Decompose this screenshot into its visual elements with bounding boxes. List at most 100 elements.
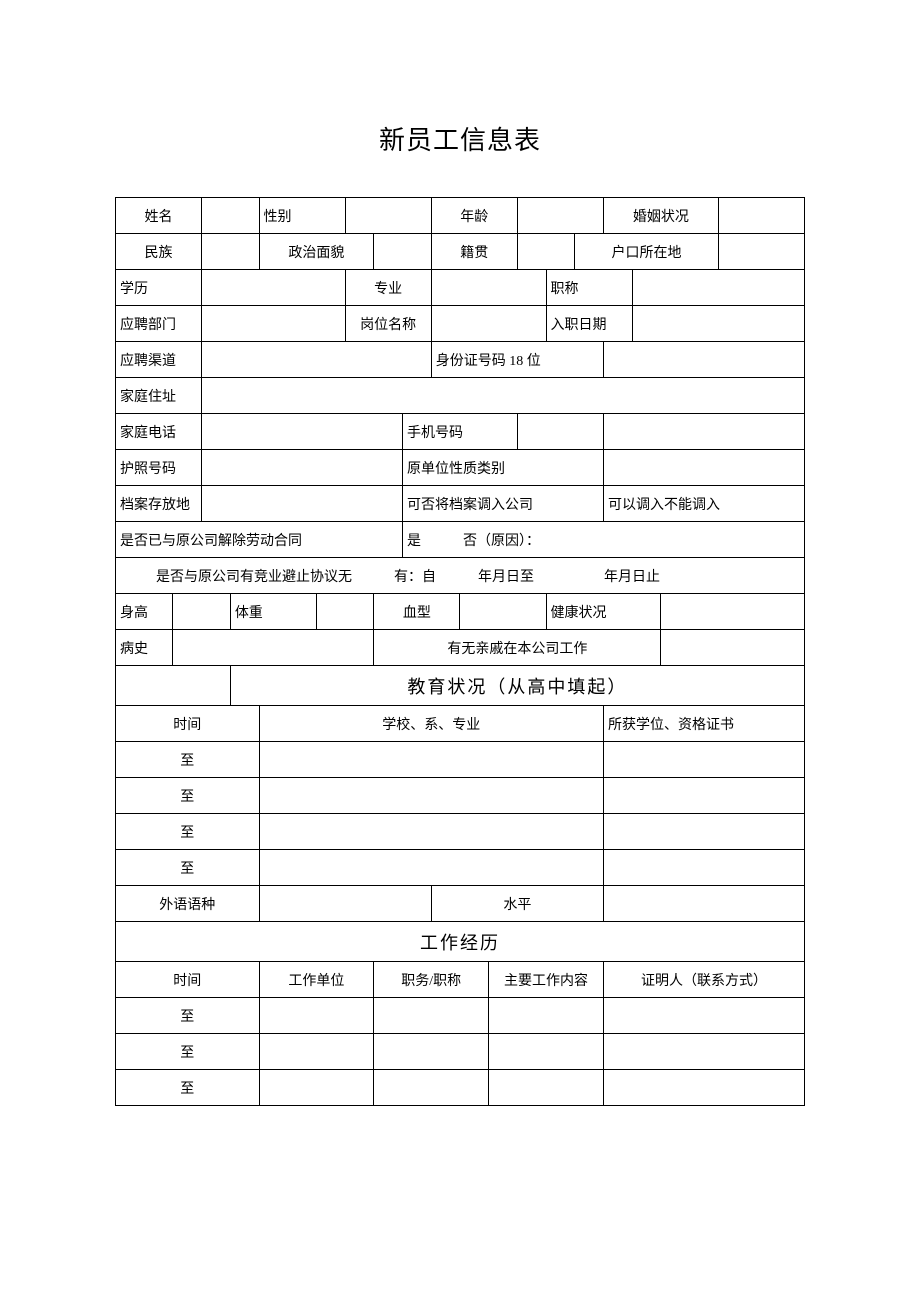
work-row1-time: 至: [116, 998, 260, 1034]
label-address: 家庭住址: [116, 378, 202, 414]
value-jobtitle: [632, 270, 804, 306]
value-name: [202, 198, 259, 234]
edu-header-time: 时间: [116, 706, 260, 742]
edu-row3-time: 至: [116, 814, 260, 850]
work-row3-time: 至: [116, 1070, 260, 1106]
value-foreignlang: [259, 886, 431, 922]
edu-row3-school: [259, 814, 603, 850]
work-row2-unit: [259, 1034, 374, 1070]
value-relatives: [661, 630, 805, 666]
label-marital: 婚姻状况: [603, 198, 718, 234]
label-foreignlang: 外语语种: [116, 886, 260, 922]
label-gender: 性别: [259, 198, 345, 234]
label-noncompete: 是否与原公司有竞业避止协议无 有：自 年月日至 年月日止: [116, 558, 805, 594]
label-archiveloc: 档案存放地: [116, 486, 202, 522]
value-marital: [718, 198, 804, 234]
value-prevunit: [603, 450, 804, 486]
label-startdate: 入职日期: [546, 306, 632, 342]
work-row1-unit: [259, 998, 374, 1034]
label-archiveoptions: 可以调入不能调入: [603, 486, 804, 522]
work-header-time: 时间: [116, 962, 260, 998]
edu-header-school: 学校、系、专业: [259, 706, 603, 742]
label-weight: 体重: [230, 594, 316, 630]
edu-row4-time: 至: [116, 850, 260, 886]
label-history: 病史: [116, 630, 173, 666]
value-history: [173, 630, 374, 666]
label-jobtitle: 职称: [546, 270, 632, 306]
value-origin: [517, 234, 574, 270]
label-hukou: 户口所在地: [575, 234, 719, 270]
value-ethnicity: [202, 234, 259, 270]
label-passport: 护照号码: [116, 450, 202, 486]
work-row2-time: 至: [116, 1034, 260, 1070]
label-ethnicity: 民族: [116, 234, 202, 270]
value-channel: [202, 342, 432, 378]
value-mobile2: [603, 414, 804, 450]
label-origin: 籍贯: [431, 234, 517, 270]
label-name: 姓名: [116, 198, 202, 234]
value-education: [202, 270, 346, 306]
edu-section-spacer: [116, 666, 231, 706]
work-row1-content: [489, 998, 604, 1034]
edu-row1-school: [259, 742, 603, 778]
edu-row1-time: 至: [116, 742, 260, 778]
label-idnumber: 身份证号码 18 位: [431, 342, 603, 378]
work-row2-witness: [603, 1034, 804, 1070]
edu-row2-time: 至: [116, 778, 260, 814]
edu-row4-school: [259, 850, 603, 886]
work-row2-role: [374, 1034, 489, 1070]
label-contractterm: 是否已与原公司解除劳动合同: [116, 522, 403, 558]
employee-info-table: 姓名 性别 年龄 婚姻状况 民族 政治面貌 籍贯 户口所在地 学历 专业 职称 …: [115, 197, 805, 1106]
label-contractyesno: 是 否（原因）：: [403, 522, 805, 558]
value-archiveloc: [202, 486, 403, 522]
value-age: [517, 198, 603, 234]
label-age: 年龄: [431, 198, 517, 234]
label-dept: 应聘部门: [116, 306, 202, 342]
label-relatives: 有无亲戚在本公司工作: [374, 630, 661, 666]
work-header-witness: 证明人（联系方式）: [603, 962, 804, 998]
edu-row2-degree: [603, 778, 804, 814]
label-channel: 应聘渠道: [116, 342, 202, 378]
page-title: 新员工信息表: [115, 120, 805, 157]
label-prevunit: 原单位性质类别: [403, 450, 604, 486]
work-header-role: 职务/职称: [374, 962, 489, 998]
work-row3-content: [489, 1070, 604, 1106]
edu-row2-school: [259, 778, 603, 814]
value-height: [173, 594, 230, 630]
value-homephone: [202, 414, 403, 450]
work-header-unit: 工作单位: [259, 962, 374, 998]
label-political: 政治面貌: [259, 234, 374, 270]
work-row1-witness: [603, 998, 804, 1034]
label-mobile: 手机号码: [403, 414, 518, 450]
value-level: [603, 886, 804, 922]
label-archivetransfer: 可否将档案调入公司: [403, 486, 604, 522]
work-row2-content: [489, 1034, 604, 1070]
label-homephone: 家庭电话: [116, 414, 202, 450]
work-row3-witness: [603, 1070, 804, 1106]
label-education: 学历: [116, 270, 202, 306]
value-passport: [202, 450, 403, 486]
label-level: 水平: [431, 886, 603, 922]
edu-section-header: 教育状况（从高中填起）: [230, 666, 804, 706]
value-weight: [316, 594, 373, 630]
edu-row4-degree: [603, 850, 804, 886]
value-idnumber: [603, 342, 804, 378]
value-address: [202, 378, 805, 414]
value-startdate: [632, 306, 804, 342]
label-major: 专业: [345, 270, 431, 306]
label-position: 岗位名称: [345, 306, 431, 342]
edu-row1-degree: [603, 742, 804, 778]
value-blood: [460, 594, 546, 630]
value-dept: [202, 306, 346, 342]
work-row1-role: [374, 998, 489, 1034]
edu-header-degree: 所获学位、资格证书: [603, 706, 804, 742]
work-header-content: 主要工作内容: [489, 962, 604, 998]
value-position: [431, 306, 546, 342]
work-row3-unit: [259, 1070, 374, 1106]
label-health: 健康状况: [546, 594, 661, 630]
value-political: [374, 234, 431, 270]
label-blood: 血型: [374, 594, 460, 630]
value-hukou: [718, 234, 804, 270]
value-mobile: [517, 414, 603, 450]
label-height: 身高: [116, 594, 173, 630]
